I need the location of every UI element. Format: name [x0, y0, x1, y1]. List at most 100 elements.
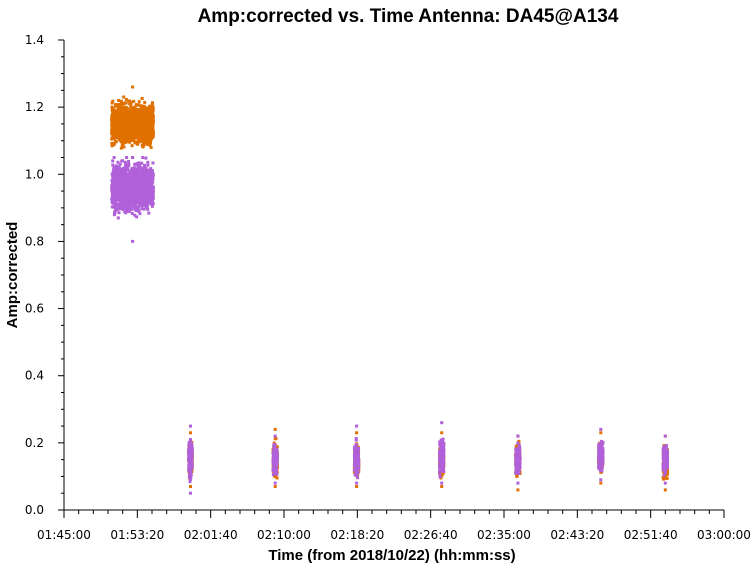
data-point — [112, 156, 116, 159]
data-point — [516, 468, 520, 472]
data-point — [129, 123, 133, 127]
data-point — [116, 207, 120, 211]
data-point — [122, 178, 126, 182]
data-point — [188, 475, 191, 479]
data-point — [144, 123, 148, 127]
data-point — [131, 197, 135, 201]
data-point — [117, 198, 121, 202]
data-point — [442, 447, 445, 451]
data-point — [128, 207, 131, 211]
data-point — [189, 447, 192, 451]
data-point — [144, 156, 148, 160]
data-point — [150, 187, 154, 191]
data-point — [148, 170, 152, 174]
data-point — [353, 451, 356, 455]
plot-area — [110, 85, 669, 495]
data-point — [151, 195, 154, 198]
data-point — [131, 156, 135, 159]
data-point — [120, 198, 124, 202]
data-point — [354, 437, 358, 440]
data-point — [127, 189, 131, 193]
data-point — [141, 118, 145, 122]
data-point — [150, 103, 154, 107]
data-point — [142, 203, 146, 207]
data-point — [138, 199, 142, 203]
data-point — [148, 124, 151, 128]
data-point — [135, 169, 139, 173]
data-point — [665, 472, 669, 476]
data-point — [134, 119, 138, 123]
data-point — [189, 453, 193, 457]
data-point — [136, 180, 140, 184]
data-point — [123, 210, 127, 214]
data-point — [149, 110, 153, 114]
data-point — [124, 127, 128, 131]
data-point — [144, 115, 148, 119]
data-point — [139, 118, 143, 121]
data-point — [355, 424, 359, 428]
data-point — [142, 195, 146, 199]
data-point — [139, 186, 143, 190]
data-point — [188, 456, 192, 460]
data-point — [116, 193, 120, 197]
data-point — [354, 454, 358, 458]
data-point — [274, 464, 278, 468]
data-point — [514, 469, 518, 473]
data-point — [355, 449, 359, 453]
data-point — [112, 132, 116, 136]
data-point — [599, 470, 603, 474]
data-point — [144, 180, 148, 184]
data-point — [518, 463, 522, 467]
data-point — [143, 178, 146, 182]
data-point — [120, 142, 124, 146]
data-point — [132, 99, 136, 103]
data-point — [117, 182, 121, 186]
data-point — [601, 460, 605, 464]
data-point — [115, 186, 119, 190]
data-point — [122, 141, 126, 145]
data-point — [129, 183, 133, 187]
data-point — [116, 122, 120, 126]
data-point — [112, 194, 116, 198]
data-point — [110, 172, 114, 176]
data-point — [119, 178, 123, 182]
data-point — [124, 182, 128, 186]
data-point — [514, 456, 518, 460]
data-point — [189, 485, 192, 488]
axes: 0.00.20.40.60.81.01.21.401:45:00 01:53:20… — [25, 33, 751, 542]
data-point — [128, 140, 132, 144]
data-point — [146, 106, 150, 110]
data-point — [145, 121, 149, 125]
data-point — [110, 132, 114, 136]
data-point — [273, 457, 277, 461]
data-point — [140, 178, 144, 182]
data-point — [274, 437, 278, 441]
data-point — [114, 110, 118, 113]
data-point — [151, 130, 155, 134]
data-point — [119, 107, 123, 111]
data-point — [112, 213, 116, 217]
data-point — [150, 111, 154, 114]
data-point — [133, 134, 137, 138]
data-point — [140, 161, 144, 165]
data-point — [111, 163, 115, 167]
data-point — [113, 141, 117, 145]
data-point — [151, 107, 155, 111]
data-point — [140, 207, 144, 211]
data-point — [188, 473, 191, 477]
data-point — [124, 192, 128, 196]
x-tick-label: 02:10:00 — [257, 528, 311, 542]
data-point — [116, 191, 119, 195]
data-point — [272, 443, 276, 447]
data-point — [275, 445, 279, 449]
data-point — [146, 169, 150, 173]
data-point — [148, 112, 152, 116]
data-point — [147, 193, 151, 197]
data-point — [123, 187, 126, 191]
data-point — [150, 128, 154, 132]
data-point — [136, 166, 140, 170]
data-point — [130, 180, 134, 184]
data-point — [146, 124, 150, 127]
data-point — [121, 207, 125, 211]
data-point — [125, 135, 129, 139]
